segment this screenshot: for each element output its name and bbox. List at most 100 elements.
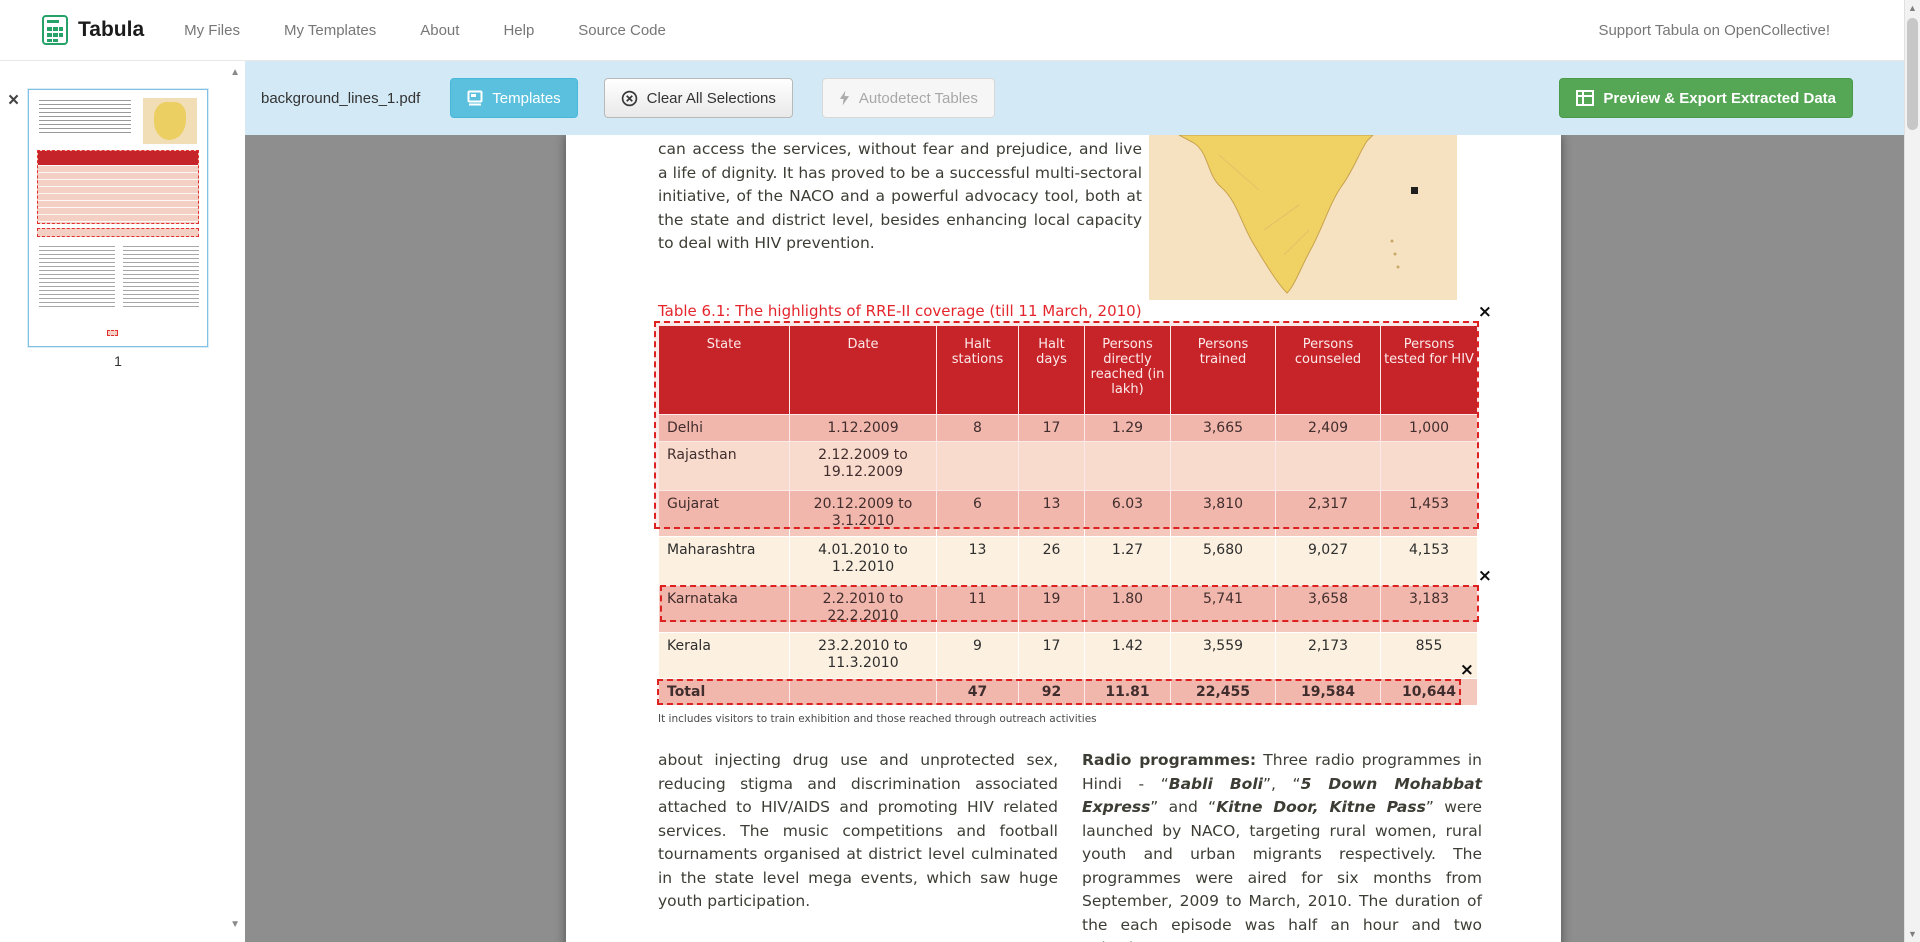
scrollbar-thumb[interactable] [1907,18,1918,130]
preview-export-button[interactable]: Preview & Export Extracted Data [1559,78,1853,118]
scrollbar-down-icon[interactable]: ▼ [1908,929,1917,939]
table-header-cell: Halt stations [936,325,1019,415]
templates-button-label: Templates [492,89,561,107]
table-cell: 4.01.2010 to 1.2.2010 [789,536,937,586]
thumbnail-table-header [38,151,198,165]
table-cell: 47 [936,678,1019,706]
radio-title: Kitne Door, Kitne Pass [1216,798,1426,816]
selection-box[interactable]: × [657,662,1474,705]
page-thumbnail[interactable] [28,89,208,347]
radio-programmes-heading: Radio programmes: [1082,751,1257,769]
table-cell: 19,584 [1275,678,1381,706]
table-cell: 3,658 [1275,585,1381,633]
table-cell: 1.27 [1084,536,1171,586]
tabula-logo[interactable]: Tabula [42,15,144,45]
table-cell: 11.81 [1084,678,1171,706]
remove-selection-icon[interactable]: × [1477,302,1492,322]
table-cell: 17 [1018,632,1085,679]
radio-title: 5 Down Mohabbat Express [1082,774,1482,817]
nav-item-my-templates[interactable]: My Templates [283,21,377,39]
page-number-label: 1 [114,353,122,369]
nav-item-source-code[interactable]: Source Code [578,21,666,39]
table-header-cell: Persons tested for HIV [1380,325,1478,415]
table-cell: 1.12.2009 [789,414,937,442]
pdf-right-column-paragraph: Radio programmes: Three radio programmes… [1082,749,1482,942]
table-header-row: State Date Halt stations Halt days Perso… [658,325,1478,415]
table-cell: 5,680 [1170,536,1276,586]
table-row: Kerala 23.2.2010 to 11.3.2010 9 17 1.42 … [658,632,1478,679]
clear-all-selections-label: Clear All Selections [646,89,776,107]
table-cell: 2.12.2009 to 19.12.2009 [789,441,937,491]
thumbnail-right-column [123,246,199,310]
table-cell: 10,644 [1380,678,1478,706]
nav-item-help[interactable]: Help [503,21,535,39]
remove-selection-icon[interactable]: × [1459,660,1474,680]
table-cell: 13 [1018,490,1085,537]
right-column-text: Three radio programmes in Hindi - “ [1082,751,1482,793]
pdf-left-column-paragraph: about injecting drug use and unprotected… [658,751,1058,910]
remove-selection-icon[interactable]: × [1477,566,1492,586]
table-cell: 92 [1018,678,1085,706]
autodetect-tables-label: Autodetect Tables [858,89,978,107]
table-cell: Kerala [658,632,790,679]
table-total-row: Total 47 92 11.81 22,455 19,584 10,644 [658,678,1478,706]
page-thumbnails-sidebar: × 1 ▲ ▼ [0,61,245,942]
table-header-cell: Date [789,325,937,415]
selection-box[interactable]: × [654,304,1492,529]
table-header-cell: Persons trained [1170,325,1276,415]
table-cell: 19 [1018,585,1085,633]
table-cell: 5,741 [1170,585,1276,633]
sidebar-scroll-up-icon[interactable]: ▲ [230,67,240,78]
table-cell [936,441,1019,491]
table-grid-icon [1576,90,1595,106]
table-cell: 3,665 [1170,414,1276,442]
selection-box[interactable]: × [660,568,1492,622]
table-row: Rajasthan 2.12.2009 to 19.12.2009 [658,441,1478,491]
radio-title: Babli Boli [1168,774,1263,793]
nav-links: My Files My Templates About Help Source … [184,22,666,39]
table-cell: 13 [936,536,1019,586]
table-cell: 26 [1018,536,1085,586]
pdf-canvas[interactable]: can access the services, without fear an… [245,135,1904,942]
table-row: Maharashtra 4.01.2010 to 1.2.2010 13 26 … [658,536,1478,586]
support-link[interactable]: Support Tabula on OpenCollective! [1598,21,1830,39]
table-cell: 1.42 [1084,632,1171,679]
table-cell: 1.29 [1084,414,1171,442]
table-header-cell: Halt days [1018,325,1085,415]
templates-button[interactable]: Templates [450,78,578,118]
thumbnail-table-selection [37,150,199,224]
templates-icon [467,90,483,106]
scrollbar-up-icon[interactable]: ▲ [1908,3,1917,13]
table-cell [1275,441,1381,491]
nav-item-about[interactable]: About [420,21,460,39]
clear-all-selections-button[interactable]: Clear All Selections [603,78,793,118]
nav-item-my-files[interactable]: My Files [184,21,240,39]
right-column-text: ”, “ [1262,774,1301,793]
navbar: Tabula My Files My Templates About Help … [0,0,1920,61]
table-cell: 9,027 [1275,536,1381,586]
table-footnote: It includes visitors to train exhibition… [658,713,1097,725]
thumbnail-map [143,98,197,144]
table-cell: 17 [1018,414,1085,442]
table-cell: Rajasthan [658,441,790,491]
tabula-logo-icon [42,15,68,45]
table-header-cell: Persons counseled [1275,325,1381,415]
table-cell: Maharashtra [658,536,790,586]
thumbnail-left-column [39,246,115,310]
table-cell: 1,000 [1380,414,1478,442]
table-cell: 3,559 [1170,632,1276,679]
remove-page-icon[interactable]: × [8,90,20,111]
table-cell: Karnataka [658,585,790,633]
table-cell: 4,153 [1380,536,1478,586]
window-scrollbar[interactable]: ▲ ▼ [1904,0,1920,942]
toolbar: background_lines_1.pdf Templates Clear A… [245,61,1904,135]
pdf-page[interactable]: can access the services, without fear an… [566,135,1561,942]
table-cell: 1.80 [1084,585,1171,633]
table-title: Table 6.1: The highlights of RRE-II cove… [658,302,1142,320]
thumbnail-row-selection [37,228,199,237]
right-column-text: ” and “ [1150,798,1217,816]
thumbnail-table-rows [38,165,198,223]
lightning-bolt-icon [839,90,849,106]
sidebar-scroll-down-icon[interactable]: ▼ [230,919,240,930]
table-cell [1380,441,1478,491]
